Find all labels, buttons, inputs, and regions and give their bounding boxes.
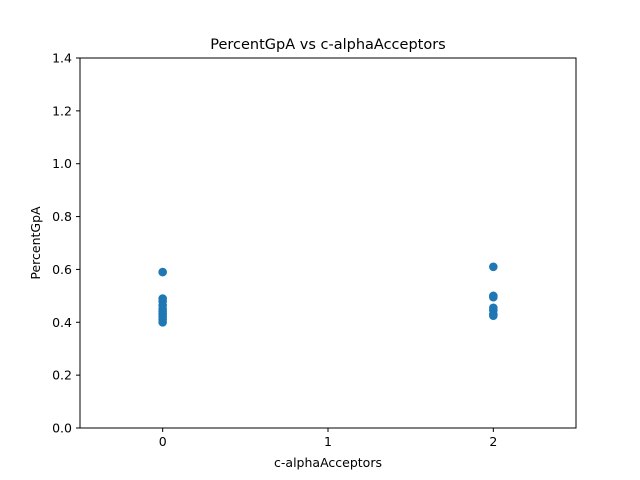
x-tick-label: 1 [324, 434, 332, 449]
scatter-point [158, 317, 167, 327]
y-axis-label: PercentGpA [28, 206, 43, 280]
scatter-point [489, 262, 498, 272]
y-tick-label: 0.2 [52, 368, 72, 383]
y-tick-label: 1.4 [52, 51, 72, 66]
y-tick-label: 1.0 [52, 156, 72, 171]
scatter-point [489, 311, 498, 320]
plot-frame [79, 57, 577, 429]
y-tick-label: 0.0 [52, 421, 72, 436]
plot-area [80, 58, 576, 428]
scatter-point [489, 292, 498, 302]
chart-title: PercentGpA vs c-alphaAcceptors [210, 37, 445, 53]
y-tick-label: 0.4 [52, 315, 72, 330]
x-axis-label: c-alphaAcceptors [274, 455, 382, 470]
x-tick-label: 0 [159, 434, 167, 449]
y-tick-label: 0.8 [52, 209, 72, 224]
data-points [158, 262, 498, 327]
y-tick-label: 0.6 [52, 262, 72, 277]
y-tick-label: 1.2 [52, 103, 72, 118]
scatter-point [158, 267, 167, 277]
x-axis: 0 1 2 [159, 428, 497, 449]
x-tick-label: 2 [489, 434, 497, 449]
y-axis: 0.0 0.2 0.4 0.6 0.8 1.0 1.2 1.4 [52, 51, 80, 436]
